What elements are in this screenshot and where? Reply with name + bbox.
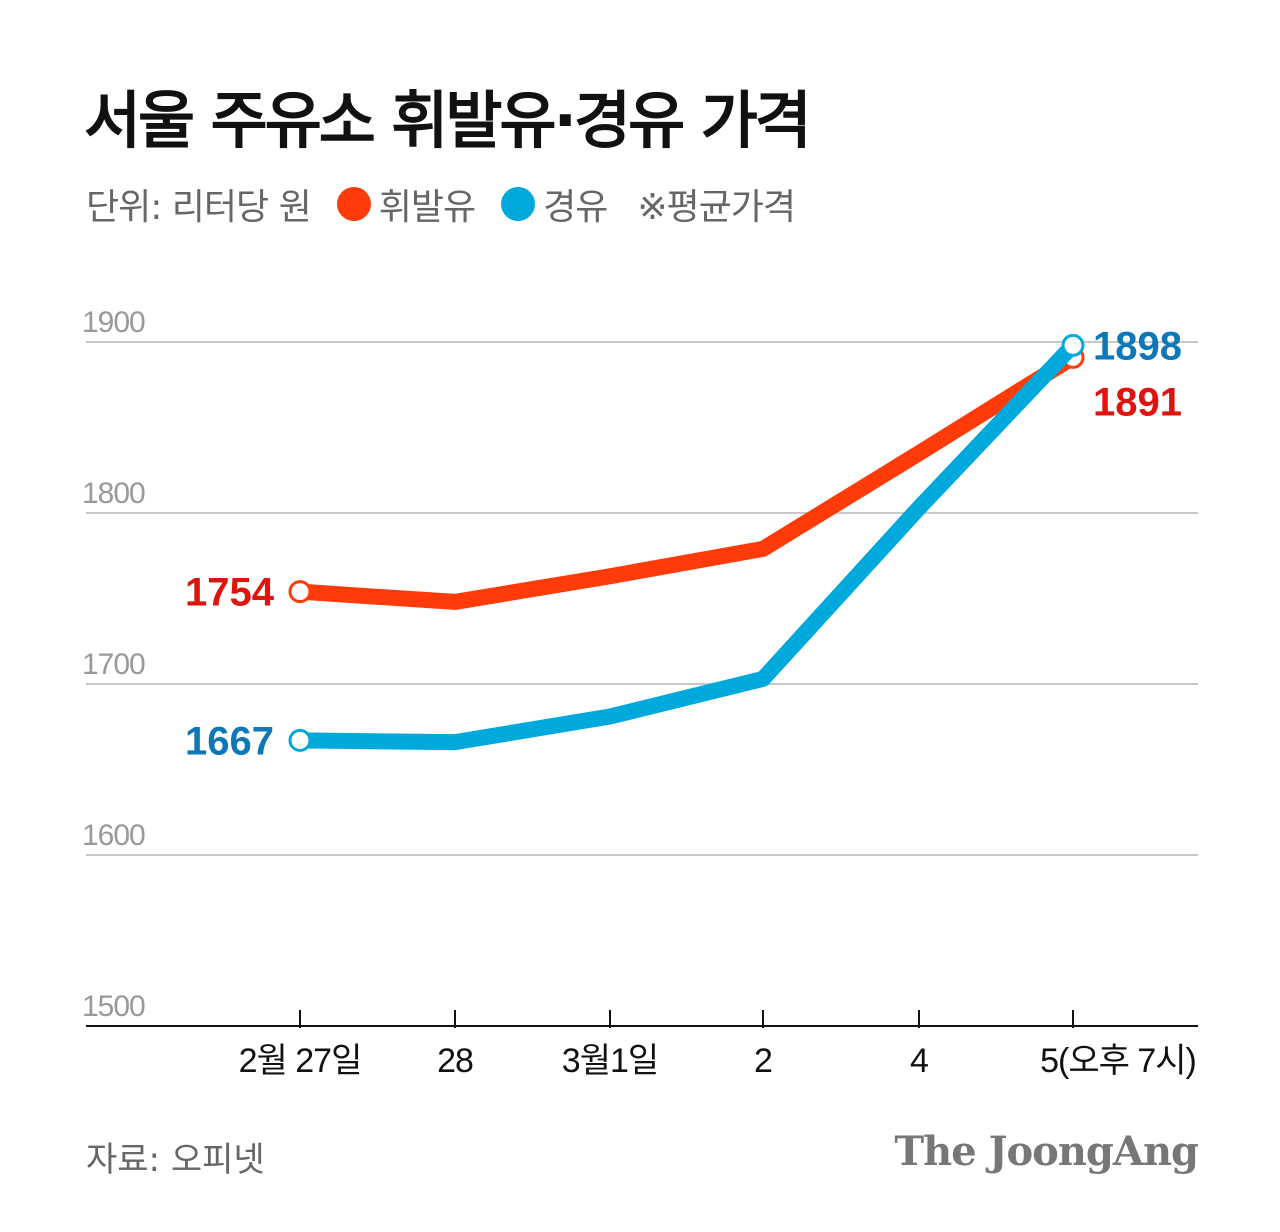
x-tick-label: 2월 27일 (239, 1042, 362, 1080)
data-point (288, 580, 312, 604)
page-title: 서울 주유소 휘발유·경유 가격 (84, 84, 812, 157)
y-tick-label: 1700 (82, 648, 145, 681)
diesel-legend-label: 경유 (543, 187, 608, 228)
y-tick-label: 1500 (82, 990, 145, 1023)
x-tick-label: 28 (437, 1042, 473, 1080)
data-label: 1754 (185, 571, 275, 615)
data-label: 1667 (185, 719, 274, 763)
diesel-legend-dot-icon (501, 187, 536, 221)
x-tick-label: 2 (754, 1042, 772, 1080)
data-point (1061, 333, 1085, 357)
x-tick-label: 4 (910, 1042, 928, 1080)
data-label: 1898 (1093, 324, 1182, 368)
x-tick-label: 5(오후 7시) (1040, 1042, 1196, 1080)
gasoline-legend-label: 휘발유 (378, 187, 476, 228)
logo: The JoongAng (894, 1128, 1199, 1175)
unit-label: 단위: 리터당 원 (86, 187, 312, 228)
gasoline-line (299, 350, 1078, 610)
y-tick-label: 1900 (82, 306, 145, 339)
legend: 단위: 리터당 원 휘발유 경유 ※평균가격 (86, 178, 796, 230)
y-tick-label: 1800 (82, 477, 145, 510)
data-label: 1891 (1093, 380, 1182, 424)
y-tick-label: 1600 (82, 819, 145, 852)
diesel-line (299, 339, 1079, 751)
average-note: ※평균가격 (637, 187, 796, 228)
data-point (288, 728, 312, 752)
x-tick-label: 3월1일 (562, 1042, 658, 1080)
gasoline-legend-dot-icon (336, 187, 371, 221)
source-label: 자료: 오피넷 (86, 1140, 265, 1180)
